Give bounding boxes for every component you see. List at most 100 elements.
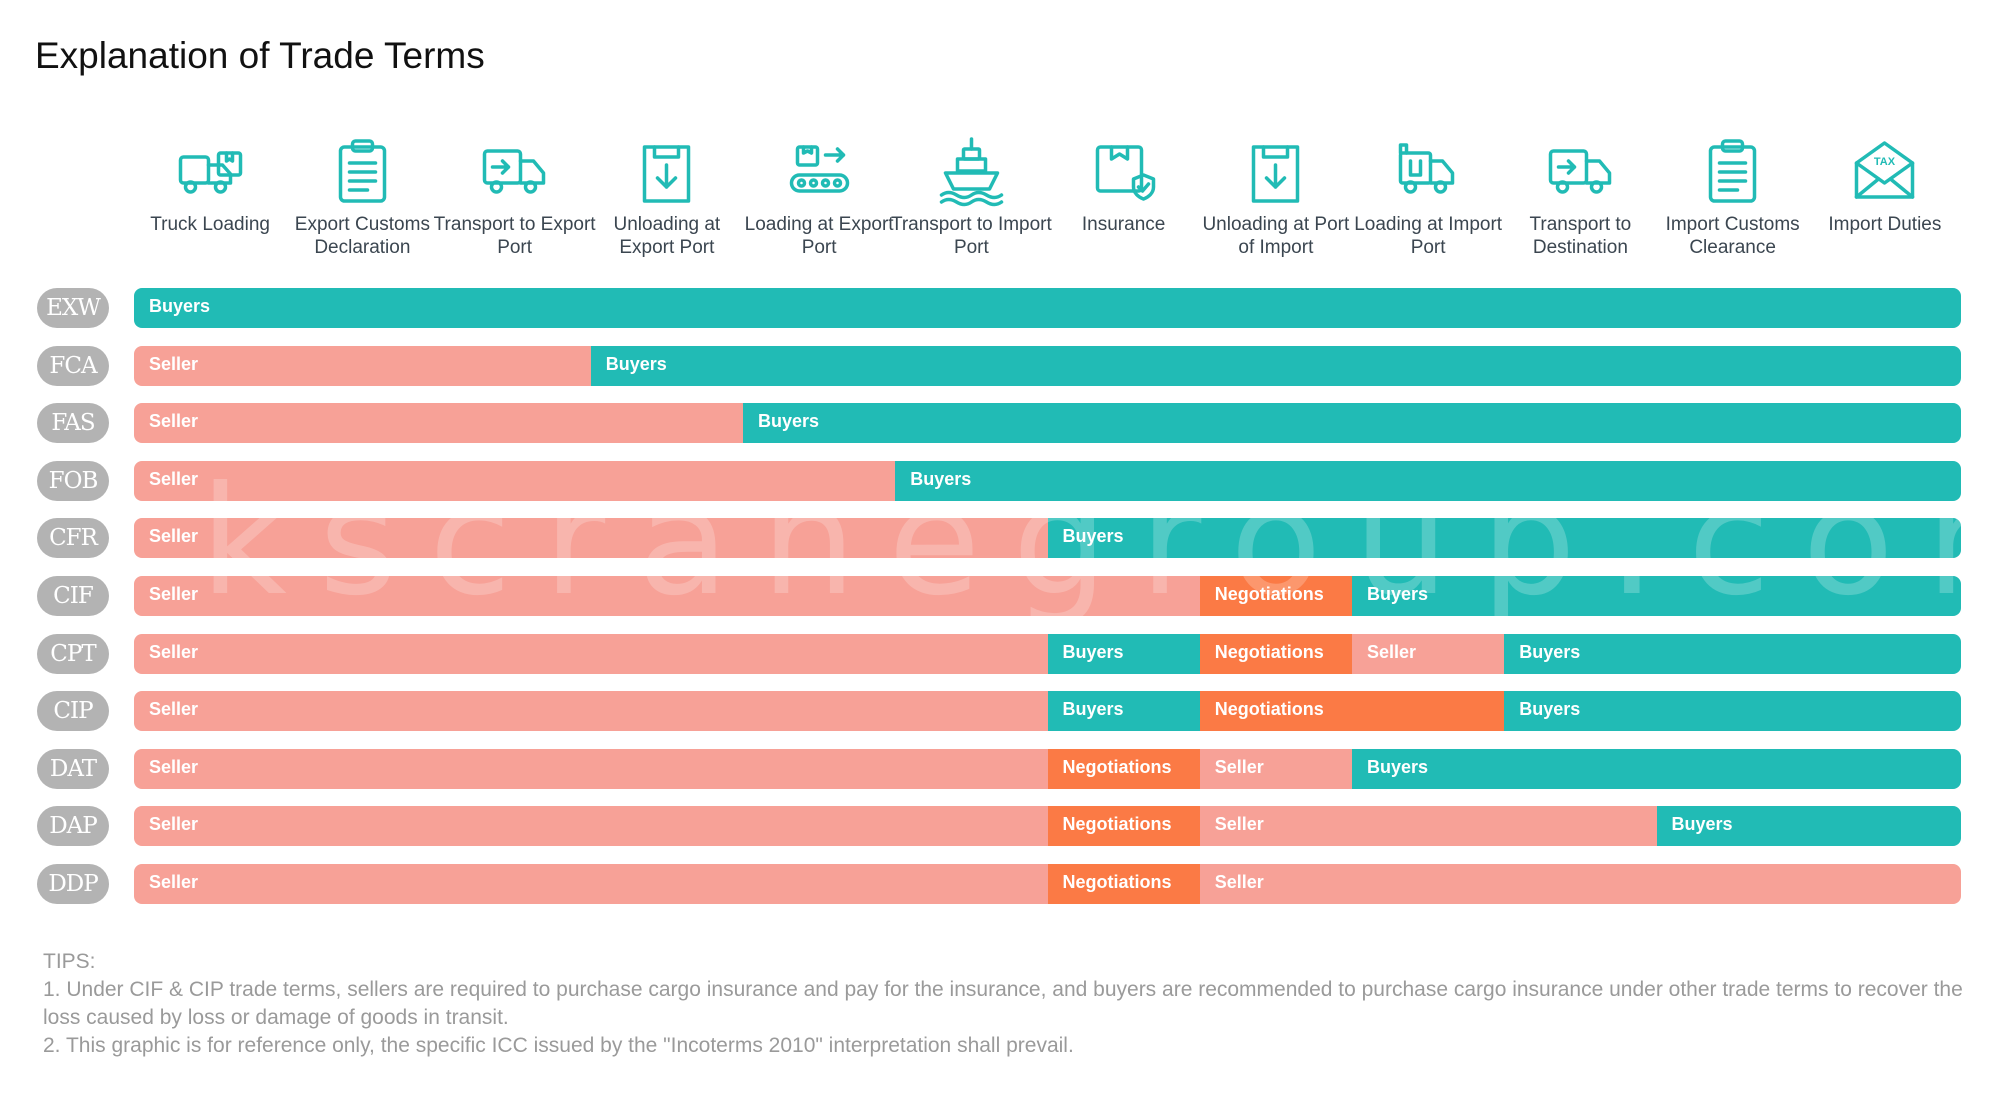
insured-box-icon xyxy=(1095,145,1156,201)
loading-truck-icon xyxy=(1398,143,1454,194)
term-row-dap: DAP Seller Negotiations Seller Buyers xyxy=(0,805,2000,847)
stage-label: Transport to Import Port xyxy=(890,214,1052,258)
stage-label: Truck Loading xyxy=(150,214,270,235)
stage-label: Insurance xyxy=(1081,214,1166,235)
stage-label: Unloading at Export Port xyxy=(613,214,721,258)
term-row-cip: CIP Seller Buyers Negotiations Buyers xyxy=(0,690,2000,732)
segment-seller: Seller xyxy=(134,403,744,444)
stage-1: Truck Loading xyxy=(128,135,293,236)
unloading-box-icon xyxy=(1252,145,1300,203)
stage-label: Loading at Import Port xyxy=(1354,214,1503,258)
segment-buyers: Buyers xyxy=(1504,633,1961,674)
term-row-fob: FOB Seller Buyers xyxy=(0,460,2000,502)
page-title: Explanation of Trade Terms xyxy=(35,35,485,76)
stage-4: Unloading at Export Port xyxy=(584,135,749,259)
responsibility-bar: Seller Buyers Negotiations Buyers xyxy=(134,691,1961,732)
segment-seller: Seller xyxy=(1199,864,1961,904)
tax-envelope-icon: TAX xyxy=(1855,141,1915,199)
term-row-cpt: CPT Seller Buyers Negotiations Seller Buyers xyxy=(0,633,2000,675)
responsibility-bar: Seller Buyers xyxy=(134,518,1961,559)
responsibility-bar: Seller Buyers xyxy=(134,460,1961,501)
segment-neg: Negotiations xyxy=(1047,864,1201,904)
ship-icon xyxy=(939,137,1004,207)
stage-3: Transport to Export Port xyxy=(432,135,597,259)
segment-buyers: Buyers xyxy=(1047,691,1201,732)
clipboard-icon xyxy=(338,139,387,203)
stage-label: Import Duties xyxy=(1828,214,1942,235)
responsibility-bar: Seller Negotiations Seller Buyers xyxy=(134,748,1961,789)
stage-label: Export Customs Declaration xyxy=(294,214,430,258)
term-row-cfr: CFR Seller Buyers xyxy=(0,517,2000,559)
segment-neg: Negotiations xyxy=(1199,633,1353,674)
segment-buyers: Buyers xyxy=(1352,748,1961,789)
segment-neg: Negotiations xyxy=(1047,748,1201,789)
segment-seller: Seller xyxy=(134,345,592,386)
responsibility-bar: Seller Negotiations Seller xyxy=(134,864,1961,904)
clipboard-icon xyxy=(1708,139,1757,203)
segment-seller: Seller xyxy=(134,518,1049,559)
responsibility-bar: Seller Buyers Negotiations Seller Buyers xyxy=(134,633,1961,674)
segment-neg: Negotiations xyxy=(1199,576,1353,616)
term-badge: CIF xyxy=(37,576,109,616)
stage-6: Transport to Import Port xyxy=(889,135,1054,259)
segment-seller: Seller xyxy=(1199,748,1353,789)
term-row-fas: FAS Seller Buyers xyxy=(0,402,2000,444)
term-badge: CPT xyxy=(37,633,109,674)
stage-5: Loading at Export Port xyxy=(737,135,902,259)
segment-seller: Seller xyxy=(134,576,1201,616)
stage-label: Transport to Export Port xyxy=(433,214,596,258)
term-badge: FOB xyxy=(37,460,109,501)
stage-label: Transport to Destination xyxy=(1529,214,1632,258)
delivery-truck-icon xyxy=(1548,149,1612,194)
stage-8: Unloading at Port of Import xyxy=(1193,135,1358,259)
segment-seller: Seller xyxy=(134,806,1049,847)
segment-buyers: Buyers xyxy=(1047,633,1201,674)
stage-label: Import Customs Clearance xyxy=(1665,214,1800,258)
term-row-exw: EXW Buyers xyxy=(0,287,2000,329)
responsibility-bar: Seller Buyers xyxy=(134,403,1961,444)
stage-12: TAX Import Duties xyxy=(1802,135,1967,236)
segment-neg: Negotiations xyxy=(1199,691,1506,732)
segment-buyers: Buyers xyxy=(1656,806,1961,847)
term-badge: CFR xyxy=(37,518,109,559)
segment-buyers: Buyers xyxy=(590,345,1961,386)
term-badge: EXW xyxy=(37,288,109,328)
term-badge: DDP xyxy=(37,864,109,904)
truck-loading-icon xyxy=(178,151,242,194)
term-badge: FAS xyxy=(37,403,109,444)
responsibility-bar: Seller Negotiations Seller Buyers xyxy=(134,806,1961,847)
segment-seller: Seller xyxy=(134,633,1049,674)
segment-seller: Seller xyxy=(134,691,1049,732)
term-row-cif: CIF Seller Negotiations Buyers xyxy=(0,575,2000,617)
term-row-ddp: DDP Seller Negotiations Seller xyxy=(0,863,2000,905)
term-badge: FCA xyxy=(37,345,109,386)
term-badge: DAP xyxy=(37,806,109,847)
tips-line-2: 2. This graphic is for reference only, t… xyxy=(43,1034,1074,1057)
segment-neg: Negotiations xyxy=(1047,806,1201,847)
stage-label: Loading at Export Port xyxy=(744,214,894,258)
responsibility-bar: Buyers xyxy=(134,288,1961,328)
tips-line-1: 1. Under CIF & CIP trade terms, sellers … xyxy=(43,978,1963,1029)
stage-10: Transport to Destination xyxy=(1498,135,1663,259)
stage-label: Unloading at Port of Import xyxy=(1202,214,1350,258)
stage-7: Insurance xyxy=(1041,135,1206,236)
term-badge: CIP xyxy=(37,691,109,732)
conveyor-icon xyxy=(789,145,849,193)
segment-buyers: Buyers xyxy=(743,403,1961,444)
segment-buyers: Buyers xyxy=(1047,518,1961,559)
svg-text:TAX: TAX xyxy=(1874,156,1896,168)
segment-seller: Seller xyxy=(134,748,1049,789)
segment-seller: Seller xyxy=(1352,633,1506,674)
term-badge: DAT xyxy=(37,748,109,789)
term-row-dat: DAT Seller Negotiations Seller Buyers xyxy=(0,748,2000,790)
segment-seller: Seller xyxy=(134,460,897,501)
segment-seller: Seller xyxy=(134,864,1049,904)
term-row-fca: FCA Seller Buyers xyxy=(0,345,2000,387)
segment-buyers: Buyers xyxy=(1352,576,1961,616)
stage-header: Truck Loading Export Customs Declaration T… xyxy=(0,135,2000,270)
responsibility-bar: Seller Buyers xyxy=(134,345,1961,386)
stage-11: Import Customs Clearance xyxy=(1650,135,1815,259)
delivery-truck-icon xyxy=(482,149,546,194)
segment-buyers: Buyers xyxy=(1504,691,1961,732)
unloading-box-icon xyxy=(643,145,691,203)
